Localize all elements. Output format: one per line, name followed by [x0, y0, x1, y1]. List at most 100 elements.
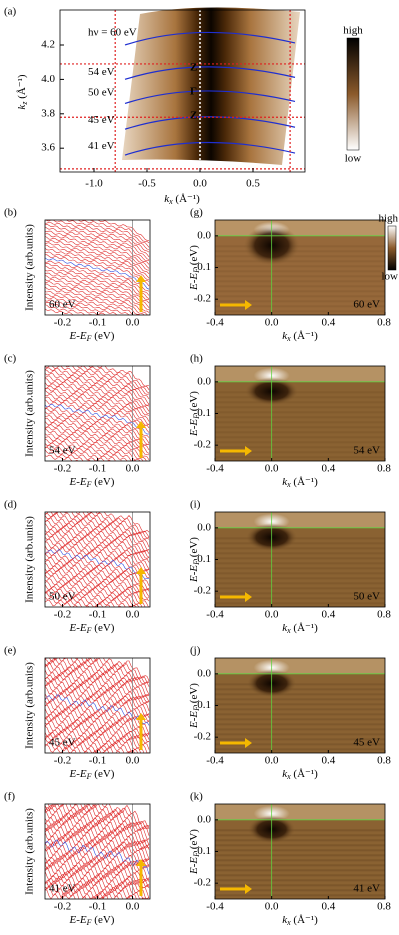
edc-curve — [45, 827, 150, 867]
panel-label: (h) — [190, 353, 203, 365]
map-stripe — [215, 849, 385, 852]
x-tick-label: 0.0 — [193, 178, 207, 190]
edc-curve — [45, 816, 150, 849]
x-tick-label: 0.4 — [321, 901, 335, 913]
edc-curve — [45, 240, 150, 271]
x-axis-label-main: k — [282, 768, 288, 780]
edc-curve — [45, 806, 150, 846]
edc-curve — [88, 366, 150, 387]
x-axis-label: E-EF (eV) — [69, 330, 115, 343]
y-axis-label: E-EF (eV) — [188, 683, 201, 729]
edc-curve — [45, 528, 150, 559]
photon-energy: 41 eV — [353, 883, 380, 895]
edc-curve — [45, 523, 150, 558]
edc-curve — [45, 545, 149, 578]
x-tick-label: 0.4 — [321, 755, 335, 767]
edc-curve — [45, 233, 150, 265]
photon-energy: 60 eV — [353, 299, 380, 311]
map-stripe — [215, 547, 385, 550]
edc-curve — [74, 658, 150, 683]
map-stripe — [215, 542, 385, 545]
map-stripe — [215, 260, 385, 263]
x-axis-label-main: E-E — [69, 914, 87, 926]
edc-curve — [45, 283, 148, 315]
y-axis-label-unit: (eV) — [188, 245, 200, 268]
edc-curve — [45, 858, 150, 889]
map-stripe — [215, 416, 385, 419]
x-tick-label: 0.8 — [377, 901, 391, 913]
map-stripe — [215, 396, 385, 399]
y-tick-label: 0.0 — [197, 229, 211, 241]
map-stripe — [215, 854, 385, 857]
y-axis-label-main: E-E — [188, 273, 200, 291]
map-stripe — [215, 305, 385, 308]
x-axis-label-main: k — [164, 193, 170, 205]
edc-curve — [86, 512, 150, 533]
x-axis-label-sub: F — [86, 626, 92, 635]
edc-curve — [45, 226, 150, 260]
y-tick-label: -0.1 — [194, 553, 211, 565]
panel-label: (j) — [190, 645, 201, 657]
map-stripe — [215, 245, 385, 248]
symmetry-point: Z — [190, 109, 197, 121]
edc-curve — [45, 517, 150, 552]
x-tick-label: 0.0 — [126, 755, 140, 767]
x-tick-label: 0.8 — [377, 755, 391, 767]
y-axis-label: E-EF (eV) — [188, 245, 201, 291]
edc-curve — [45, 444, 123, 461]
x-axis-label-main: E-E — [69, 622, 87, 634]
edc-curve — [45, 442, 134, 461]
map-stripe — [215, 587, 385, 590]
edc-curve — [45, 696, 150, 735]
yellow-arrow-head — [245, 446, 252, 456]
panel-label: (c) — [4, 353, 17, 365]
colorbar-high: high — [378, 213, 398, 225]
edc-curve — [45, 694, 150, 726]
edc-curve — [45, 378, 150, 412]
map-stripe — [215, 572, 385, 575]
y-axis-label: kz (Å⁻¹) — [16, 74, 29, 109]
edc-curve — [45, 691, 150, 723]
edc-curve — [45, 680, 150, 717]
edc-curve — [53, 658, 150, 685]
axes-frame — [59, 9, 306, 173]
map-stripe — [215, 285, 385, 288]
map-stripe — [215, 713, 385, 716]
edc-curve — [45, 262, 150, 296]
map-stripe — [215, 441, 385, 444]
edc-curve — [45, 823, 150, 862]
edc-curve — [45, 683, 150, 719]
map-stripe — [215, 728, 385, 731]
edc-curve — [45, 279, 150, 311]
map-stripe — [215, 567, 385, 570]
map-stripe — [215, 411, 385, 414]
x-tick-label: -0.1 — [89, 755, 106, 767]
edc-curve — [45, 417, 150, 451]
x-axis-label: kx (Å⁻¹) — [282, 622, 318, 635]
y-axis-label-unit: (eV) — [188, 683, 200, 706]
x-axis-label-main: E-E — [69, 768, 87, 780]
map-stripe — [215, 391, 385, 394]
y-axis-label-sub: z — [20, 101, 29, 106]
x-axis-label-sub: x — [286, 918, 291, 927]
x-tick-label: -0.1 — [89, 609, 106, 621]
edc-curve — [45, 257, 150, 290]
map-stripe — [215, 894, 385, 897]
x-tick-label: -0.2 — [54, 463, 71, 475]
edc-curve — [45, 714, 150, 750]
colorbar-high: high — [343, 25, 363, 37]
edc-curve — [45, 247, 149, 280]
x-axis-label-sub: x — [286, 334, 291, 343]
map-stripe — [215, 295, 385, 298]
map-stripe — [215, 602, 385, 605]
yellow-arrow-head — [136, 275, 146, 282]
edc-curve — [45, 559, 150, 592]
edc-curve — [45, 737, 110, 753]
map-top — [215, 512, 385, 528]
photon-energy: 45 eV — [88, 114, 115, 126]
edc-curve — [45, 553, 150, 590]
yellow-arrow-head — [136, 859, 146, 866]
y-tick-label: -0.2 — [194, 439, 211, 451]
x-axis-label-sub: F — [86, 918, 92, 927]
x-axis-label-main: k — [282, 914, 288, 926]
